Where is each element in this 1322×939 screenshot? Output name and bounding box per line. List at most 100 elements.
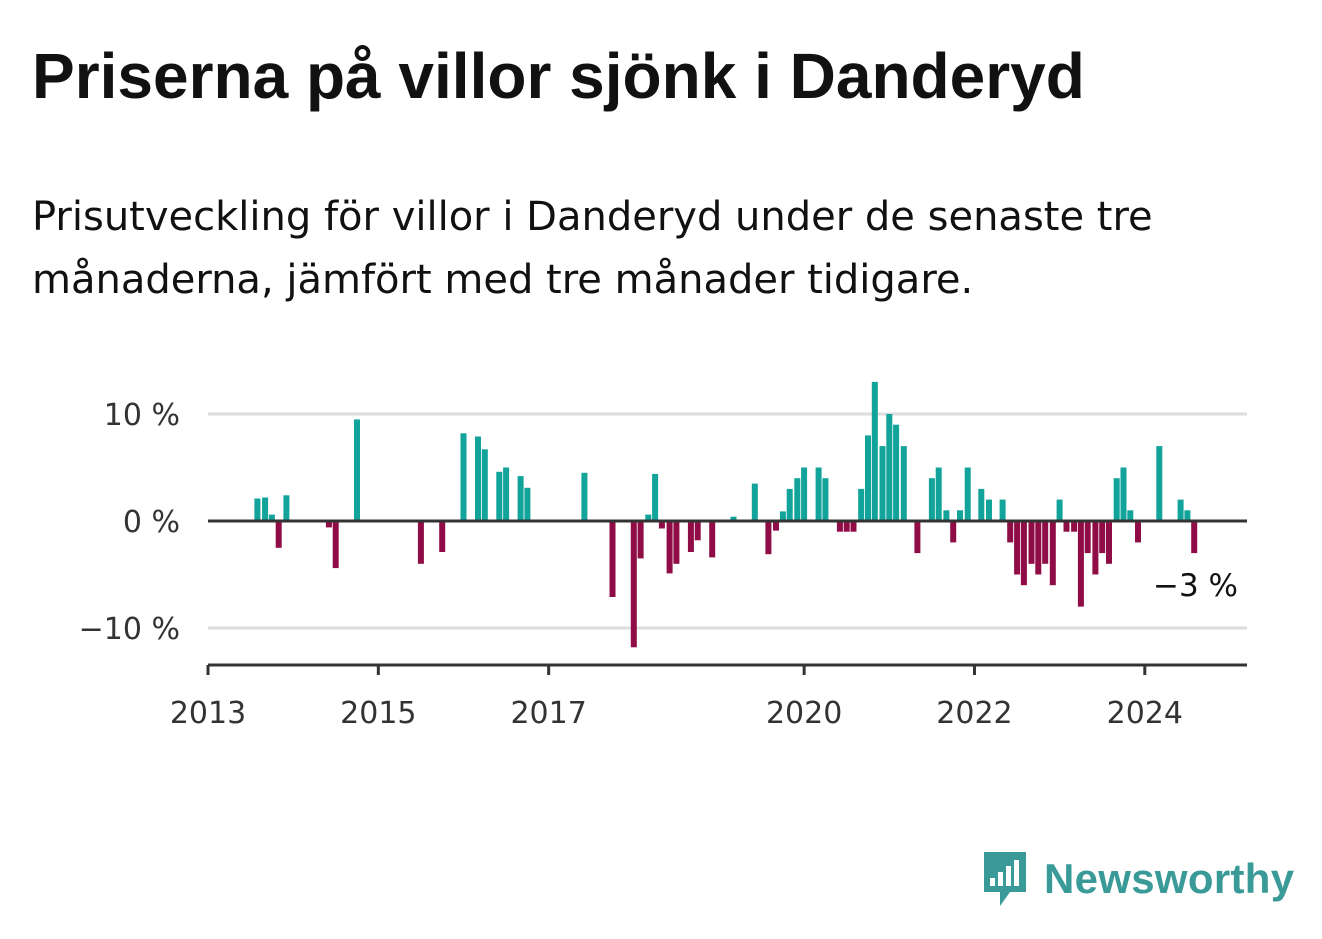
brand-name: Newsworthy [1044,855,1295,902]
x-tick-label: 2015 [340,696,416,731]
bar [1063,521,1070,532]
bar [978,488,985,521]
x-tick-label: 2022 [936,696,1012,731]
bar [986,499,992,521]
bar [460,433,467,521]
bar [1020,521,1027,586]
bar [645,514,652,521]
bar [417,521,424,564]
bar [858,488,865,521]
x-tick-label: 2020 [766,696,842,731]
bar [1113,478,1120,521]
bar [893,424,900,521]
bar [1007,521,1014,543]
bar-chart: 10 % 0 % −10 % 2013 2015 2017 2020 2022 2024 −3… [79,381,1247,731]
bar [928,478,935,521]
bar [503,467,510,521]
bar [914,521,921,554]
bar [694,521,701,541]
bar [658,521,665,529]
newsworthy-logo: Newsworthy [980,848,1294,910]
bar [481,449,488,521]
bar [1127,510,1134,521]
bar [517,476,524,521]
bar [794,478,801,521]
y-axis-ticks: 10 % 0 % −10 % [79,398,180,647]
bar [765,521,772,555]
bar [609,521,616,597]
bar [1177,499,1184,521]
bar [1028,521,1035,564]
bar [1042,521,1049,564]
y-tick-label: −10 % [79,612,180,647]
bar [325,521,332,528]
bar [496,471,503,521]
x-tick-label: 2013 [170,696,246,731]
bar [843,521,850,532]
bar [815,467,822,521]
bar [1184,510,1191,521]
bar [1120,467,1127,521]
bar [1191,521,1198,554]
chart-subtitle: Prisutveckling för villor i Danderyd und… [32,194,1153,303]
bar [836,521,843,532]
last-value-label: −3 % [1153,568,1238,604]
bar [950,521,957,543]
x-tick-label: 2017 [510,696,586,731]
bar [943,510,950,521]
chart-title: Priserna på villor sjönk i Danderyd [32,40,1085,112]
bar [786,488,793,521]
bar [773,521,779,531]
newsworthy-logo-icon [984,852,1026,906]
bar [964,467,971,521]
grid-lines [208,412,1247,630]
bar [801,467,808,521]
bar [751,483,758,521]
bar [999,499,1006,521]
bar [268,514,275,521]
bar [1049,521,1056,586]
bar [652,473,659,521]
bar [275,521,282,548]
bar [1106,521,1112,564]
y-tick-label: 10 % [104,398,180,433]
bar [1156,446,1163,521]
bar [709,521,716,558]
bar [475,436,481,521]
bar [637,521,644,559]
bar [687,521,694,552]
bar [779,511,786,521]
bar [332,521,339,569]
bar [1056,499,1063,521]
y-tick-label: 0 % [123,505,180,540]
bar [254,498,261,521]
bar [886,414,893,521]
bar [1035,521,1042,575]
bar [865,435,871,521]
axes [208,519,1247,667]
x-tick-label: 2024 [1107,696,1183,731]
bar [439,521,446,552]
bar [879,446,886,521]
bar [1135,521,1141,543]
bar [673,521,680,564]
bar [900,446,907,521]
bar [871,381,878,521]
bar [354,419,360,521]
bar [1092,521,1099,575]
bar [1099,521,1106,554]
bar [630,521,637,648]
bar [1071,521,1078,532]
bar [1077,521,1084,607]
bar [581,472,588,521]
bar [957,510,963,521]
bars [254,381,1198,648]
bar [1014,521,1021,575]
bar [935,467,942,521]
bar [730,516,737,521]
bar [524,487,531,521]
bar [850,521,857,532]
bar [666,521,673,574]
x-axis-ticks: 2013 2015 2017 2020 2022 2024 [170,665,1183,731]
bar [1084,521,1091,554]
